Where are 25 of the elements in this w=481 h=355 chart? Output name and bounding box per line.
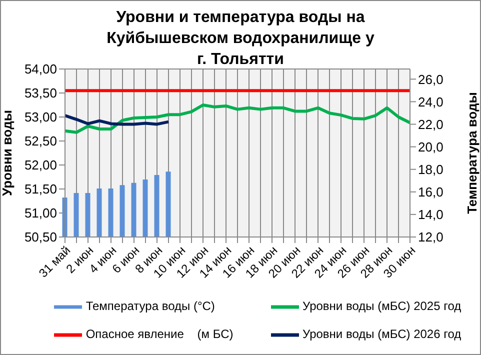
legend-label: Уровни воды (мБС) 2026 год xyxy=(302,327,462,342)
y-tick-label: 53,50 xyxy=(24,86,57,101)
y2-tick-label: 24,0 xyxy=(418,94,444,110)
y-tick-label: 53,00 xyxy=(24,110,57,125)
y2-tick-label: 16,0 xyxy=(418,184,444,200)
y2-tick-label: 12,0 xyxy=(418,230,444,245)
chart-title: Уровни и температура воды на Куйбышевском водохранилище у г. Тольятти xyxy=(106,8,376,70)
legend-label: Уровни воды (мБС) 2025 год xyxy=(302,299,462,314)
y2-tick-label: 18,0 xyxy=(418,162,444,177)
y2-tick-label: 20,0 xyxy=(418,139,444,154)
y-tick-label: 52,00 xyxy=(24,158,57,173)
y-tick-label: 50,50 xyxy=(24,230,57,245)
y2-axis-title: Температура воды xyxy=(464,92,480,214)
y-tick-label: 51,00 xyxy=(24,206,57,221)
y-tick-label: 51,50 xyxy=(24,182,57,197)
legend-label: Температура воды (°С) xyxy=(86,299,215,314)
line-series xyxy=(64,104,412,134)
y2-tick-label: 14,0 xyxy=(418,207,444,222)
y-tick-label: 54,00 xyxy=(24,62,57,77)
y-tick-label: 52,50 xyxy=(24,134,57,149)
y2-tick-label: 26,0 xyxy=(418,72,444,87)
y2-tick-label: 22,0 xyxy=(418,116,444,132)
line-series xyxy=(64,114,170,126)
legend-label: Опасное явление (м БС) xyxy=(86,327,234,342)
y-axis-title: Уровни воды xyxy=(0,110,15,196)
